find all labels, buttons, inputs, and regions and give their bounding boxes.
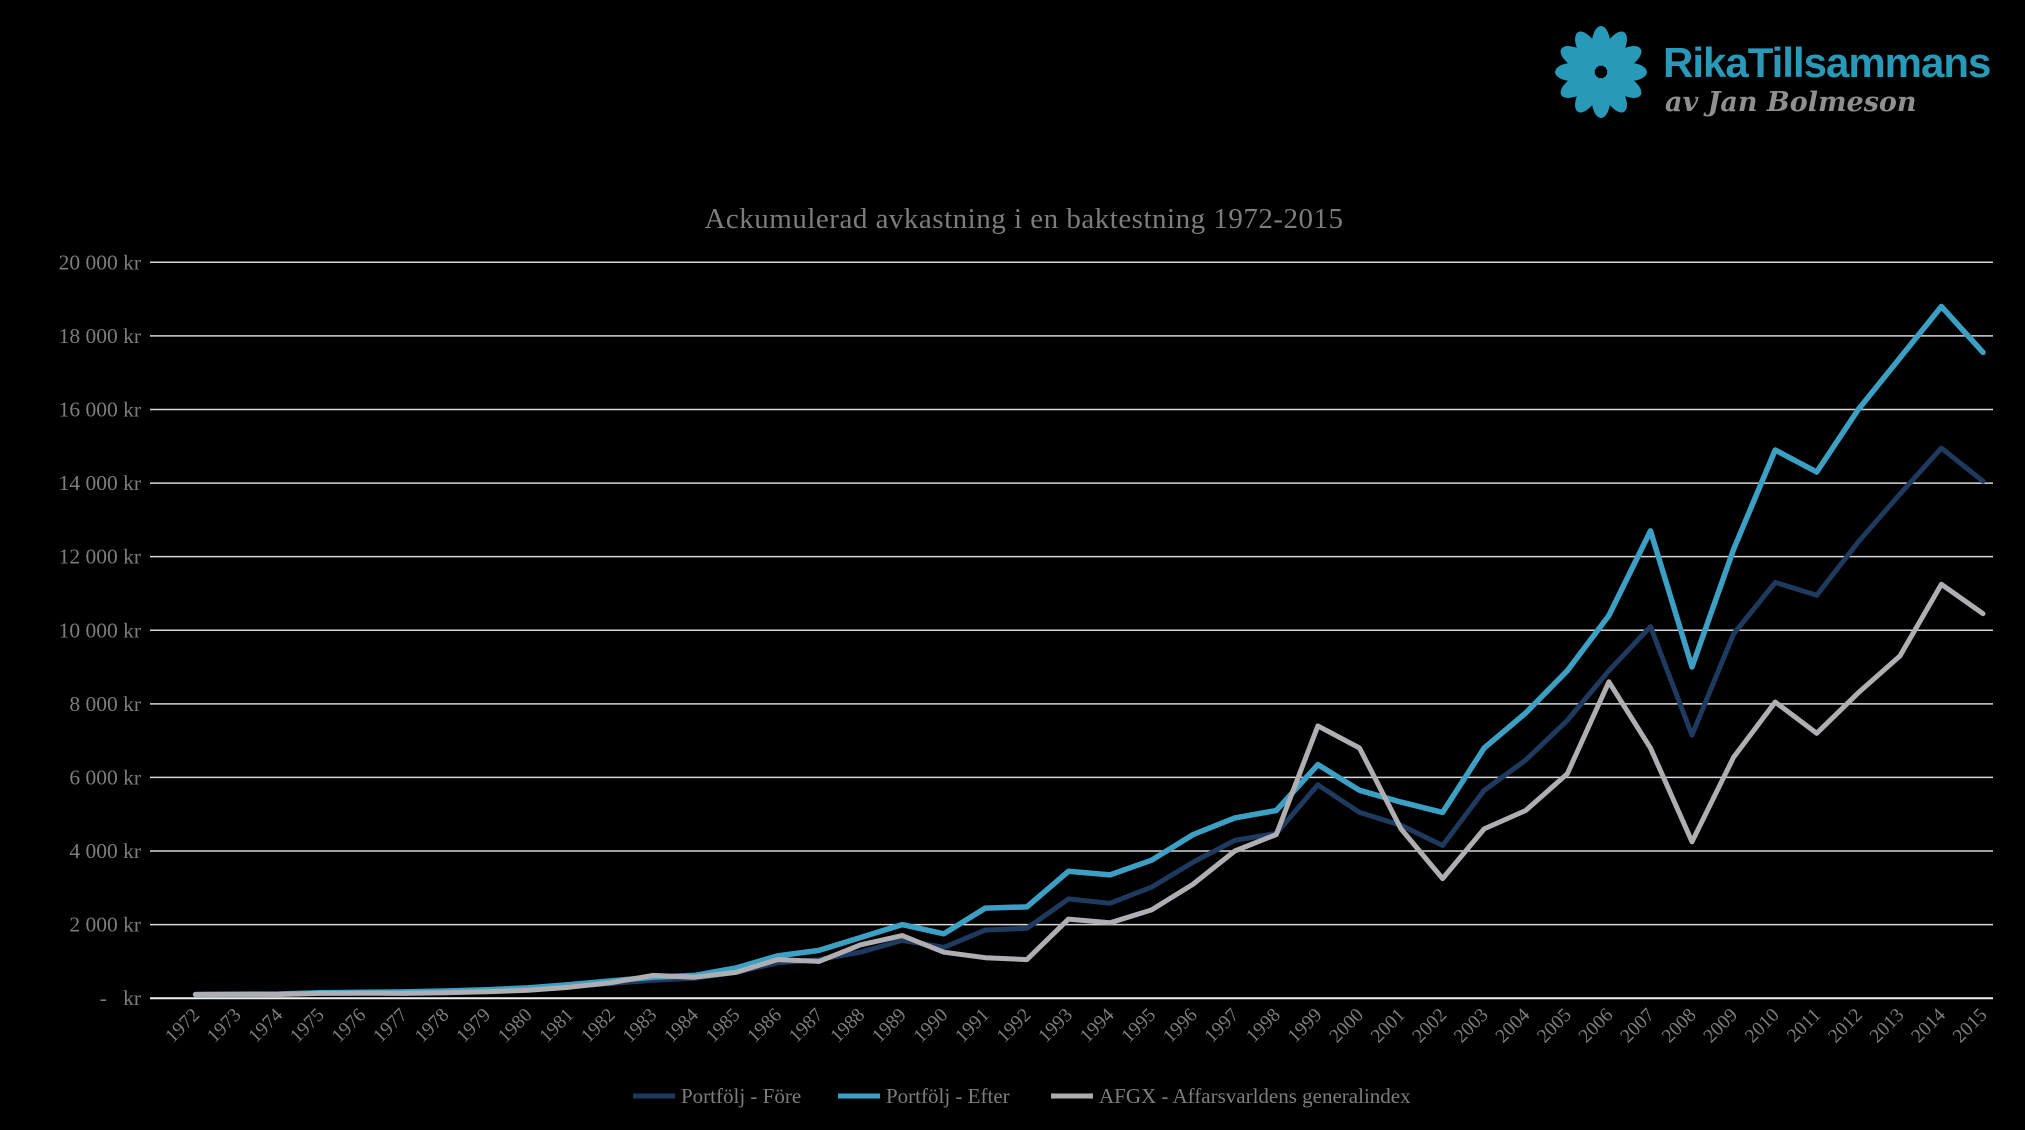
x-axis-label: 2007 — [1617, 1005, 1660, 1048]
x-axis-labels: 1972 1973 1974 1975 1976 1977 1978 1979 1980 1981… — [162, 1005, 1992, 1048]
x-axis-label: 2003 — [1450, 1005, 1492, 1047]
flower-petal — [1605, 72, 1642, 98]
x-axis-label: 2009 — [1700, 1005, 1742, 1047]
y-axis-label: 2 000 kr — [69, 913, 141, 937]
legend-item-portfolj-efter: Portfölj - Efter — [838, 1084, 1010, 1108]
x-axis-label: 2005 — [1533, 1005, 1575, 1047]
legend-item-afgx: AFGX - Affarsvarldens generalindex — [1051, 1084, 1411, 1108]
y-axis-labels: - kr 2 000 kr 4 000 kr 6 000 kr 8 000 kr 10 0… — [59, 250, 141, 1010]
x-axis-label: 2014 — [1908, 1005, 1951, 1048]
logo: RikaTillsammans av Jan Bolmeson — [1555, 26, 1991, 118]
y-axis-label: 6 000 kr — [69, 765, 141, 789]
x-axis-label: 1973 — [203, 1005, 245, 1047]
series-line-afgx — [193, 581, 1986, 997]
flower-petal — [1560, 46, 1597, 72]
flower-petal — [1575, 31, 1601, 68]
series-line-portfolj-fore — [193, 445, 1986, 997]
x-axis-label: 1996 — [1159, 1005, 1202, 1048]
x-axis-label: 1987 — [785, 1005, 828, 1048]
x-axis-label: 1985 — [702, 1005, 744, 1047]
x-axis-label: 1975 — [286, 1005, 328, 1047]
x-axis-label: 1981 — [536, 1005, 578, 1047]
legend: Portfölj - Före Portfölj - Efter AFGX - … — [633, 1084, 1411, 1108]
y-axis-label: 10 000 kr — [59, 618, 141, 642]
x-axis-label: 1989 — [868, 1005, 910, 1047]
gridlines-group — [150, 261, 1993, 1000]
x-axis-label: 1978 — [411, 1005, 453, 1047]
x-axis-label: 1980 — [494, 1005, 536, 1047]
y-axis-label: 14 000 kr — [59, 471, 141, 495]
x-axis-label: 2012 — [1824, 1005, 1866, 1047]
x-axis-label: 1991 — [951, 1005, 993, 1047]
y-axis-label: 8 000 kr — [69, 692, 141, 716]
x-axis-label: 2004 — [1492, 1005, 1535, 1048]
x-axis-label: 1999 — [1284, 1005, 1326, 1047]
x-axis-label: 1977 — [369, 1005, 412, 1048]
y-axis-label: 4 000 kr — [69, 839, 141, 863]
y-axis-label: 12 000 kr — [59, 545, 141, 569]
legend-label-portfolj-fore: Portfölj - Före — [681, 1084, 801, 1108]
x-axis-label: 1974 — [245, 1005, 288, 1048]
y-axis-label: 18 000 kr — [59, 324, 141, 348]
flower-icon — [1555, 26, 1647, 118]
x-axis-label: 2011 — [1783, 1005, 1825, 1047]
x-axis-label: 2006 — [1575, 1005, 1618, 1048]
x-axis-label: 1988 — [827, 1005, 869, 1047]
x-axis-label: 1992 — [993, 1005, 1035, 1047]
x-axis-label: 1986 — [744, 1005, 787, 1048]
x-axis-label: 1972 — [162, 1005, 204, 1047]
x-axis-label: 1982 — [577, 1005, 619, 1047]
chart-title: Ackumulerad avkastning i en baktestning … — [704, 203, 1343, 235]
x-axis-label: 1983 — [619, 1005, 661, 1047]
series-lines — [192, 303, 1986, 998]
legend-item-portfolj-fore: Portfölj - Före — [633, 1084, 801, 1108]
x-axis-label: 1984 — [660, 1005, 703, 1048]
x-axis-label: 1976 — [328, 1005, 371, 1048]
x-axis-label: 2002 — [1409, 1005, 1451, 1047]
y-axis-label: - kr — [100, 986, 141, 1010]
flower-petal — [1575, 76, 1601, 113]
x-axis-label: 1990 — [910, 1005, 952, 1047]
x-axis-label: 1997 — [1201, 1005, 1244, 1048]
x-axis-label: 1979 — [453, 1005, 495, 1047]
x-axis-label: 2000 — [1326, 1005, 1368, 1047]
x-axis-label: 1994 — [1076, 1005, 1119, 1048]
brand-tagline: av Jan Bolmeson — [1665, 87, 1917, 118]
legend-label-afgx: AFGX - Affarsvarldens generalindex — [1099, 1084, 1411, 1108]
legend-label-portfolj-efter: Portfölj - Efter — [886, 1084, 1010, 1108]
brand-name: RikaTillsammans — [1663, 39, 1990, 86]
x-axis-label: 2013 — [1866, 1005, 1908, 1047]
x-axis-label: 1995 — [1118, 1005, 1160, 1047]
flower-petal — [1601, 31, 1627, 68]
x-axis-label: 2001 — [1367, 1005, 1409, 1047]
x-axis-label: 1998 — [1242, 1005, 1284, 1047]
x-axis-label: 2010 — [1741, 1005, 1783, 1047]
x-axis-label: 2015 — [1949, 1005, 1991, 1047]
y-axis-label: 16 000 kr — [59, 397, 141, 421]
y-axis-label: 20 000 kr — [59, 250, 141, 274]
x-axis-label: 1993 — [1035, 1005, 1077, 1047]
x-axis-label: 2008 — [1658, 1005, 1700, 1047]
